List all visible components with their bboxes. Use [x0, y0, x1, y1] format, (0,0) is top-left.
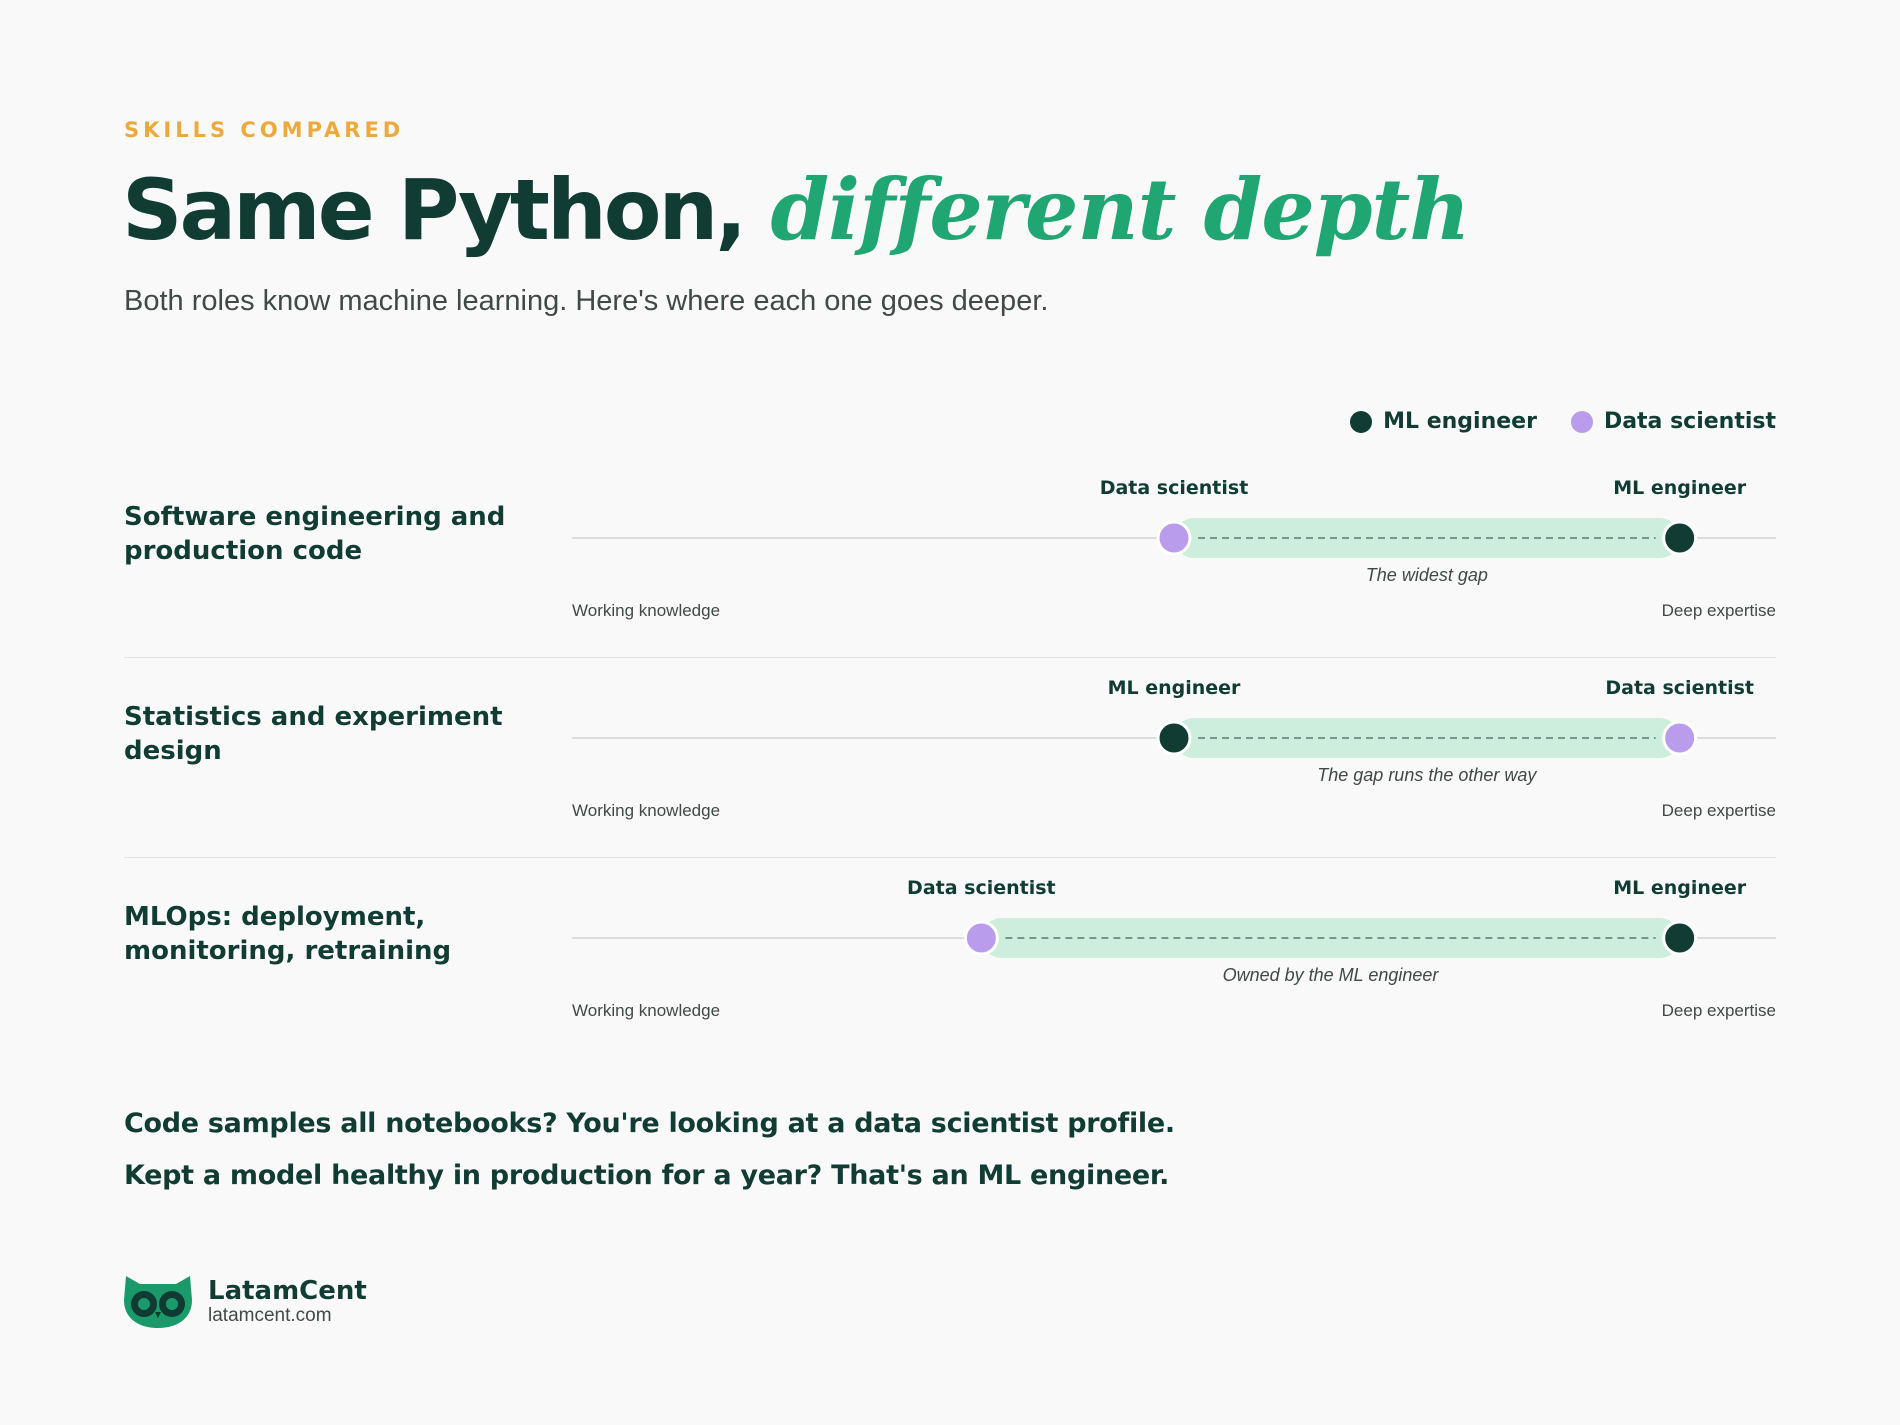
scale-min-label: Working knowledge	[572, 1001, 720, 1020]
point-label-data-scientist: Data scientist	[907, 877, 1056, 899]
eyebrow: SKILLS COMPARED	[124, 118, 405, 142]
page-subtitle: Both roles know machine learning. Here's…	[124, 285, 1049, 317]
row-divider	[124, 657, 1776, 658]
scale-max-label: Deep expertise	[1662, 1001, 1776, 1020]
point-label-ml-engineer: ML engineer	[1108, 677, 1241, 699]
row-label: MLOps: deployment, monitoring, retrainin…	[124, 902, 452, 966]
legend-item-ml-engineer: ML engineer	[1350, 409, 1537, 434]
legend-dot-data-scientist	[1570, 410, 1593, 433]
point-data-scientist	[1662, 720, 1698, 756]
point-data-scientist	[963, 920, 999, 956]
row-label: Statistics and experiment design	[124, 702, 503, 766]
gap-annotation: The gap runs the other way	[1317, 765, 1537, 785]
chart-row: Software engineering and production code…	[124, 458, 1776, 658]
chart-legend: ML engineer Data scientist	[1350, 409, 1776, 434]
point-label-ml-engineer: ML engineer	[1613, 877, 1746, 899]
brand: LatamCent latamcent.com	[122, 1274, 367, 1330]
scale-max-label: Deep expertise	[1662, 601, 1776, 620]
row-divider	[124, 857, 1776, 858]
point-label-ml-engineer: ML engineer	[1613, 477, 1746, 499]
brand-url: latamcent.com	[208, 1305, 332, 1326]
conclusion-line-1: Code samples all notebooks? You're looki…	[124, 1108, 1175, 1139]
point-label-data-scientist: Data scientist	[1605, 677, 1754, 699]
legend-label-data-scientist: Data scientist	[1603, 409, 1776, 434]
conclusion-line-2: Kept a model healthy in production for a…	[124, 1160, 1170, 1191]
point-label-data-scientist: Data scientist	[1100, 477, 1249, 499]
point-ml-engineer	[1662, 920, 1698, 956]
conclusion: Code samples all notebooks? You're looki…	[124, 1098, 1175, 1202]
owl-logo-icon	[124, 1276, 192, 1328]
title-main: Same Python,	[122, 161, 747, 259]
legend-label-ml-engineer: ML engineer	[1383, 409, 1537, 434]
title-accent: different depth	[770, 160, 1470, 259]
gap-annotation: The widest gap	[1366, 565, 1488, 585]
row-track: Data scientist ML engineer The gap runs th…	[572, 677, 1776, 820]
point-ml-engineer	[1662, 520, 1698, 556]
point-ml-engineer	[1156, 720, 1192, 756]
page-title: Same Python, different depth	[122, 165, 1470, 254]
gap-annotation: Owned by the ML engineer	[1223, 965, 1440, 985]
brand-name: LatamCent	[208, 1276, 367, 1306]
row-label: Software engineering and production code	[124, 502, 506, 566]
chart-row: MLOps: deployment, monitoring, retrainin…	[124, 858, 1776, 1058]
scale-max-label: Deep expertise	[1662, 801, 1776, 820]
chart-row: Statistics and experiment design Data sci…	[124, 658, 1776, 858]
scale-min-label: Working knowledge	[572, 801, 720, 820]
row-track: Data scientist ML engineer The widest gap W…	[572, 477, 1776, 620]
row-track: Data scientist ML engineer Owned by the ML…	[572, 877, 1776, 1020]
scale-min-label: Working knowledge	[572, 601, 720, 620]
legend-item-data-scientist: Data scientist	[1570, 409, 1776, 434]
legend-dot-ml-engineer	[1350, 410, 1373, 433]
point-data-scientist	[1156, 520, 1192, 556]
